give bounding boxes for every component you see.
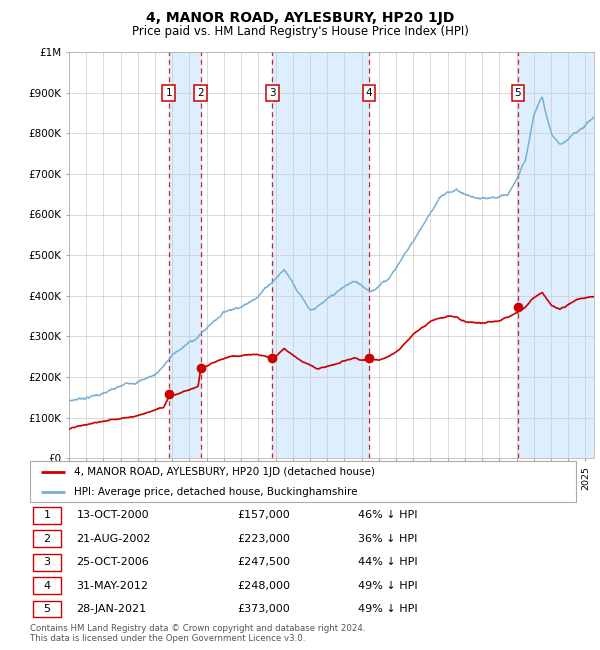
Text: 46% ↓ HPI: 46% ↓ HPI (358, 510, 417, 521)
Text: 44% ↓ HPI: 44% ↓ HPI (358, 557, 417, 567)
Bar (272, 52, 369, 458)
Text: 28-JAN-2021: 28-JAN-2021 (76, 604, 146, 614)
Text: 5: 5 (515, 88, 521, 97)
Text: Contains HM Land Registry data © Crown copyright and database right 2024.
This d: Contains HM Land Registry data © Crown c… (30, 624, 365, 644)
Text: £373,000: £373,000 (238, 604, 290, 614)
Text: 49% ↓ HPI: 49% ↓ HPI (358, 604, 417, 614)
Text: 25-OCT-2006: 25-OCT-2006 (76, 557, 149, 567)
Text: 4, MANOR ROAD, AYLESBURY, HP20 1JD (detached house): 4, MANOR ROAD, AYLESBURY, HP20 1JD (deta… (74, 467, 374, 477)
Text: 3: 3 (269, 88, 276, 97)
Text: 2: 2 (197, 88, 204, 97)
Text: £248,000: £248,000 (238, 580, 290, 591)
FancyBboxPatch shape (33, 530, 61, 547)
Text: 31-MAY-2012: 31-MAY-2012 (76, 580, 148, 591)
Text: £157,000: £157,000 (238, 510, 290, 521)
FancyBboxPatch shape (33, 601, 61, 618)
Text: 4: 4 (43, 580, 50, 591)
Bar (518, 52, 594, 458)
Text: 49% ↓ HPI: 49% ↓ HPI (358, 580, 417, 591)
Text: 21-AUG-2002: 21-AUG-2002 (76, 534, 151, 544)
Text: 1: 1 (166, 88, 172, 97)
Text: HPI: Average price, detached house, Buckinghamshire: HPI: Average price, detached house, Buck… (74, 487, 357, 497)
Text: 5: 5 (43, 604, 50, 614)
FancyBboxPatch shape (33, 507, 61, 524)
Text: 4: 4 (365, 88, 372, 97)
Text: 36% ↓ HPI: 36% ↓ HPI (358, 534, 417, 544)
FancyBboxPatch shape (33, 577, 61, 594)
Text: 3: 3 (43, 557, 50, 567)
FancyBboxPatch shape (33, 554, 61, 571)
Text: 13-OCT-2000: 13-OCT-2000 (76, 510, 149, 521)
Text: 1: 1 (43, 510, 50, 521)
Text: £247,500: £247,500 (238, 557, 290, 567)
Bar (169, 52, 200, 458)
Text: 2: 2 (43, 534, 50, 544)
Text: 4, MANOR ROAD, AYLESBURY, HP20 1JD: 4, MANOR ROAD, AYLESBURY, HP20 1JD (146, 11, 454, 25)
FancyBboxPatch shape (30, 461, 576, 502)
Text: Price paid vs. HM Land Registry's House Price Index (HPI): Price paid vs. HM Land Registry's House … (131, 25, 469, 38)
Text: £223,000: £223,000 (238, 534, 290, 544)
